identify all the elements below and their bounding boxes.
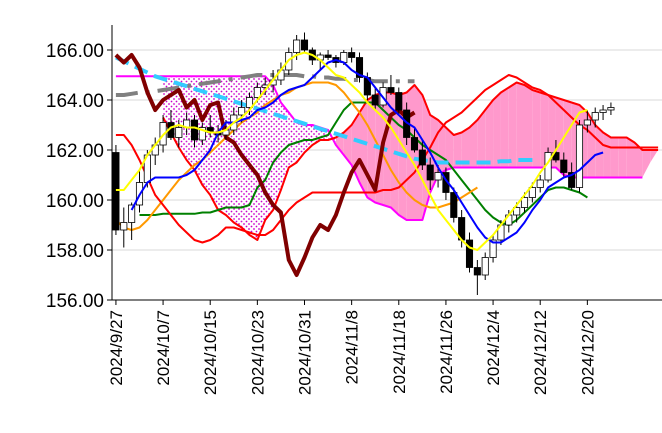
candle — [426, 157, 434, 190]
cloud-segment-60 — [634, 142, 643, 178]
x-tick-label: 2024/10/23 — [248, 310, 267, 395]
cloud-segment-22 — [335, 132, 344, 155]
cloud-segment-62 — [650, 150, 659, 163]
candle — [450, 187, 458, 223]
cloud-segment-40 — [477, 110, 486, 168]
candle — [355, 52, 364, 83]
x-tick-label: 2024/10/7 — [154, 310, 173, 386]
indicator-lines-top — [115, 51, 604, 251]
senkou-border-line — [115, 75, 643, 221]
kijun-line — [115, 74, 659, 244]
tenkan-line — [130, 59, 604, 244]
short-ma-line — [115, 51, 588, 251]
cloud-segment-57 — [610, 137, 619, 178]
candle — [536, 175, 544, 193]
cloud-segment-56 — [603, 132, 611, 178]
x-tick-labels: 2024/9/27 2024/10/7 2024/10/15 2024/10/23 20… — [107, 300, 597, 395]
candle — [387, 75, 395, 95]
cloud-segment-42 — [493, 92, 501, 168]
candle — [568, 162, 576, 190]
x-tick-label: 2024/10/15 — [201, 310, 220, 395]
y-tick-labels: 156.00 158.00 160.00 162.00 164.00 166.00 — [46, 41, 112, 312]
candle — [465, 232, 474, 273]
trend-dash-line — [115, 55, 533, 165]
candle — [120, 207, 128, 248]
x-tick-label: 2024/9/27 — [107, 310, 126, 386]
y-tick-label: 162.00 — [46, 141, 104, 162]
cloud-segment-44 — [508, 82, 517, 168]
cloud-segment-36 — [445, 127, 454, 170]
y-tick-label: 158.00 — [46, 241, 104, 262]
x-tick-label: 2024/12/12 — [531, 310, 550, 395]
candle — [607, 102, 615, 115]
candle — [395, 87, 403, 115]
candle — [560, 152, 568, 178]
cloud-segment-12 — [257, 76, 266, 240]
candle — [371, 87, 379, 110]
y-tick-label: 166.00 — [46, 41, 104, 62]
candle — [348, 47, 356, 63]
candle — [591, 107, 599, 128]
candle — [324, 50, 332, 60]
chikou-line — [114, 53, 416, 277]
cloud-segment-16 — [288, 112, 297, 168]
x-tick-label: 2024/11/8 — [343, 310, 362, 384]
cloud-segment-51 — [563, 100, 572, 178]
cloud-segment-55 — [595, 125, 604, 178]
cloud-segment-8 — [225, 76, 234, 223]
candle — [575, 120, 584, 193]
candle — [410, 127, 419, 153]
cloud-segment-49 — [548, 95, 556, 168]
candle — [583, 110, 591, 133]
cloud-segment-32 — [414, 85, 423, 220]
cloud-segment-58 — [618, 137, 627, 178]
candle — [418, 140, 426, 170]
cloud-segment-47 — [532, 90, 541, 168]
x-tick-label: 2024/11/18 — [390, 310, 409, 394]
y-tick-label: 164.00 — [46, 91, 104, 112]
cloud-segment-13 — [265, 76, 274, 220]
cloud-segment-17 — [296, 122, 305, 163]
cloud-segment-33 — [422, 95, 431, 220]
candle — [238, 100, 246, 123]
cloud-segment-38 — [461, 127, 470, 168]
cloud-segment-15 — [280, 102, 289, 190]
y-tick-label: 160.00 — [46, 191, 104, 212]
cloud-segment-59 — [626, 137, 635, 178]
cloud-segment-39 — [469, 120, 478, 168]
cloud-segment-43 — [500, 87, 509, 168]
cloud-segment-41 — [485, 100, 494, 168]
x-tick-label: 2024/11/26 — [437, 310, 456, 394]
axes — [111, 25, 662, 301]
cloud-segment-48 — [540, 92, 549, 168]
green-line — [139, 101, 588, 226]
trend-dashdot-line — [115, 73, 415, 97]
y-tick-label: 156.00 — [46, 291, 104, 312]
candle — [473, 260, 481, 295]
x-tick-label: 2024/12/4 — [484, 310, 503, 386]
cloud-segment-46 — [524, 85, 533, 168]
candle — [300, 32, 309, 53]
cloud-segment-45 — [516, 82, 525, 168]
candle — [190, 115, 199, 148]
cloud-segment-61 — [642, 150, 651, 178]
cloud-segment-37 — [453, 132, 462, 168]
candle — [198, 122, 206, 145]
ichimoku-cloud — [163, 76, 659, 240]
x-tick-label: 2024/10/31 — [296, 310, 315, 395]
x-tick-label: 2024/12/20 — [578, 310, 597, 395]
candle — [599, 105, 607, 120]
candle — [481, 252, 489, 280]
candle — [489, 235, 497, 263]
